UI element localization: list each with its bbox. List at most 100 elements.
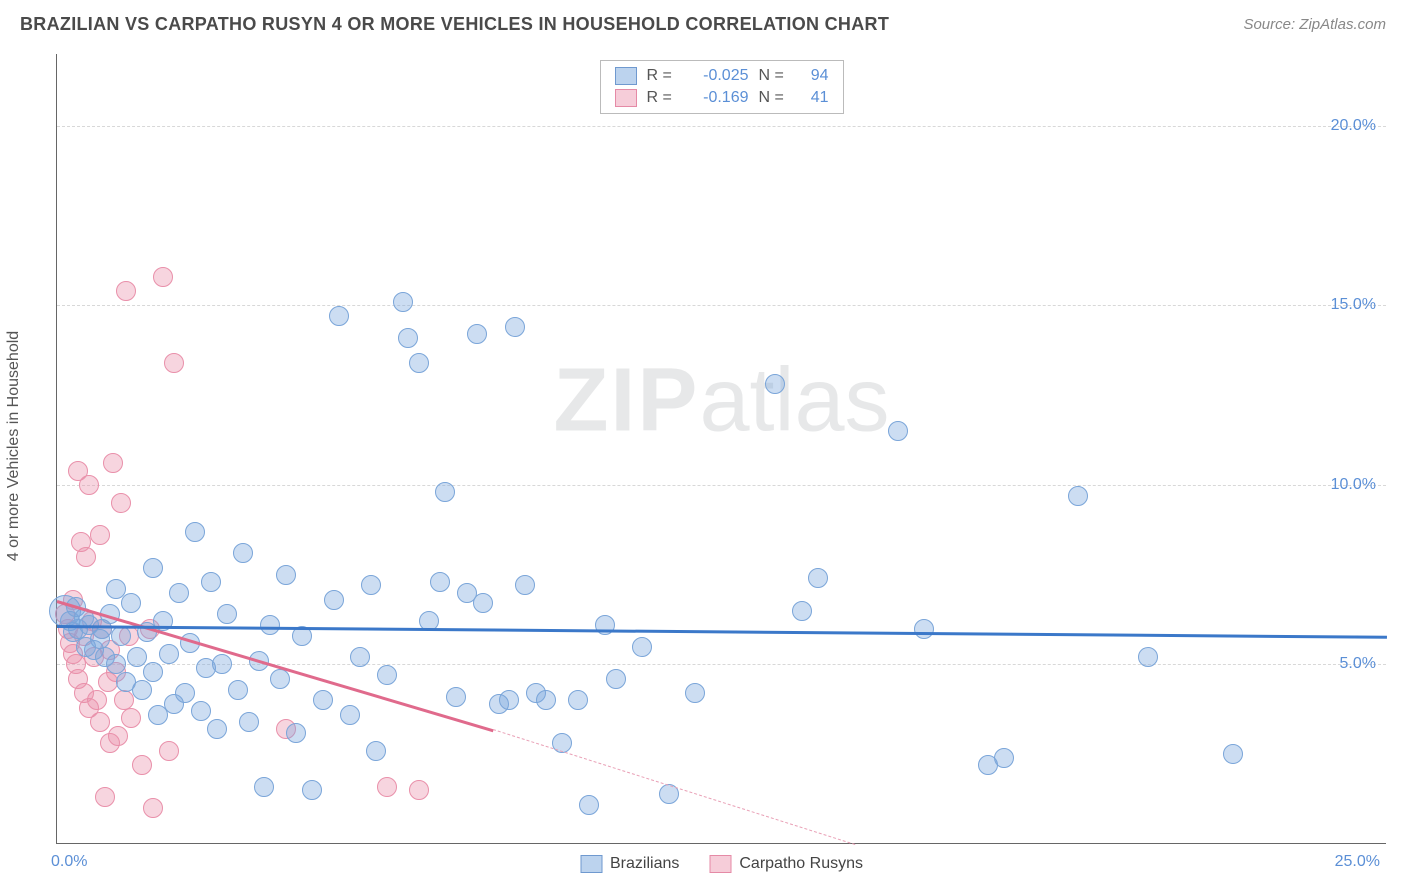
scatter-point bbox=[159, 741, 179, 761]
x-tick-label: 0.0% bbox=[51, 853, 87, 871]
gridline bbox=[57, 485, 1386, 486]
scatter-point bbox=[121, 708, 141, 728]
y-tick-label: 20.0% bbox=[1331, 117, 1376, 135]
n-value-carpatho: 41 bbox=[797, 89, 829, 107]
scatter-point bbox=[121, 593, 141, 613]
scatter-point bbox=[435, 482, 455, 502]
scatter-point bbox=[446, 687, 466, 707]
scatter-point bbox=[430, 572, 450, 592]
scatter-point bbox=[409, 353, 429, 373]
swatch-brazilians bbox=[615, 67, 637, 85]
scatter-point bbox=[515, 575, 535, 595]
scatter-point bbox=[888, 421, 908, 441]
swatch-brazilians-icon bbox=[580, 855, 602, 873]
scatter-point bbox=[792, 601, 812, 621]
x-tick-label: 25.0% bbox=[1335, 853, 1380, 871]
scatter-point bbox=[473, 593, 493, 613]
y-tick-label: 5.0% bbox=[1340, 655, 1376, 673]
trend-line bbox=[493, 729, 855, 845]
scatter-point bbox=[808, 568, 828, 588]
scatter-point bbox=[914, 619, 934, 639]
chart-plot-area: ZIPatlas R = -0.025 N = 94 R = -0.169 N … bbox=[56, 54, 1386, 844]
scatter-point bbox=[76, 547, 96, 567]
scatter-point bbox=[377, 665, 397, 685]
scatter-point bbox=[153, 267, 173, 287]
y-tick-label: 15.0% bbox=[1331, 296, 1376, 314]
scatter-point bbox=[201, 572, 221, 592]
source-attribution: Source: ZipAtlas.com bbox=[1243, 16, 1386, 33]
scatter-point bbox=[228, 680, 248, 700]
scatter-point bbox=[143, 662, 163, 682]
r-value-carpatho: -0.169 bbox=[685, 89, 749, 107]
scatter-point bbox=[393, 292, 413, 312]
scatter-point bbox=[132, 680, 152, 700]
scatter-point bbox=[467, 324, 487, 344]
scatter-point bbox=[95, 787, 115, 807]
scatter-point bbox=[185, 522, 205, 542]
scatter-point bbox=[239, 712, 259, 732]
gridline bbox=[57, 126, 1386, 127]
scatter-point bbox=[632, 637, 652, 657]
scatter-point bbox=[366, 741, 386, 761]
correlation-stats-box: R = -0.025 N = 94 R = -0.169 N = 41 bbox=[600, 60, 844, 114]
scatter-point bbox=[169, 583, 189, 603]
scatter-point bbox=[313, 690, 333, 710]
legend-label: Carpatho Rusyns bbox=[739, 855, 863, 873]
scatter-point bbox=[1138, 647, 1158, 667]
scatter-point bbox=[1068, 486, 1088, 506]
scatter-point bbox=[103, 453, 123, 473]
scatter-point bbox=[1223, 744, 1243, 764]
scatter-point bbox=[164, 353, 184, 373]
scatter-point bbox=[90, 712, 110, 732]
watermark: ZIPatlas bbox=[553, 350, 889, 453]
scatter-point bbox=[106, 579, 126, 599]
scatter-point bbox=[254, 777, 274, 797]
n-label: N = bbox=[759, 67, 787, 85]
scatter-point bbox=[286, 723, 306, 743]
scatter-point bbox=[499, 690, 519, 710]
scatter-point bbox=[106, 654, 126, 674]
gridline bbox=[57, 305, 1386, 306]
scatter-point bbox=[159, 644, 179, 664]
scatter-point bbox=[329, 306, 349, 326]
scatter-point bbox=[685, 683, 705, 703]
legend-item-carpatho: Carpatho Rusyns bbox=[709, 855, 863, 873]
scatter-point bbox=[350, 647, 370, 667]
scatter-point bbox=[361, 575, 381, 595]
scatter-point bbox=[212, 654, 232, 674]
scatter-point bbox=[568, 690, 588, 710]
scatter-point bbox=[143, 558, 163, 578]
scatter-point bbox=[233, 543, 253, 563]
scatter-point bbox=[340, 705, 360, 725]
scatter-point bbox=[260, 615, 280, 635]
scatter-point bbox=[217, 604, 237, 624]
swatch-carpatho bbox=[615, 89, 637, 107]
scatter-point bbox=[765, 374, 785, 394]
scatter-point bbox=[191, 701, 211, 721]
trend-line bbox=[57, 625, 1387, 639]
scatter-point bbox=[175, 683, 195, 703]
scatter-point bbox=[536, 690, 556, 710]
r-label: R = bbox=[647, 89, 675, 107]
scatter-point bbox=[579, 795, 599, 815]
r-label: R = bbox=[647, 67, 675, 85]
scatter-point bbox=[116, 281, 136, 301]
legend-label: Brazilians bbox=[610, 855, 679, 873]
scatter-point bbox=[87, 690, 107, 710]
stats-row-carpatho: R = -0.169 N = 41 bbox=[615, 87, 829, 109]
scatter-point bbox=[270, 669, 290, 689]
stats-row-brazilians: R = -0.025 N = 94 bbox=[615, 65, 829, 87]
legend-item-brazilians: Brazilians bbox=[580, 855, 679, 873]
chart-title: BRAZILIAN VS CARPATHO RUSYN 4 OR MORE VE… bbox=[20, 14, 889, 35]
swatch-carpatho-icon bbox=[709, 855, 731, 873]
scatter-point bbox=[111, 626, 131, 646]
scatter-point bbox=[409, 780, 429, 800]
scatter-point bbox=[606, 669, 626, 689]
y-tick-label: 10.0% bbox=[1331, 476, 1376, 494]
scatter-point bbox=[143, 798, 163, 818]
scatter-point bbox=[90, 525, 110, 545]
scatter-point bbox=[302, 780, 322, 800]
scatter-point bbox=[79, 475, 99, 495]
scatter-point bbox=[505, 317, 525, 337]
scatter-point bbox=[207, 719, 227, 739]
